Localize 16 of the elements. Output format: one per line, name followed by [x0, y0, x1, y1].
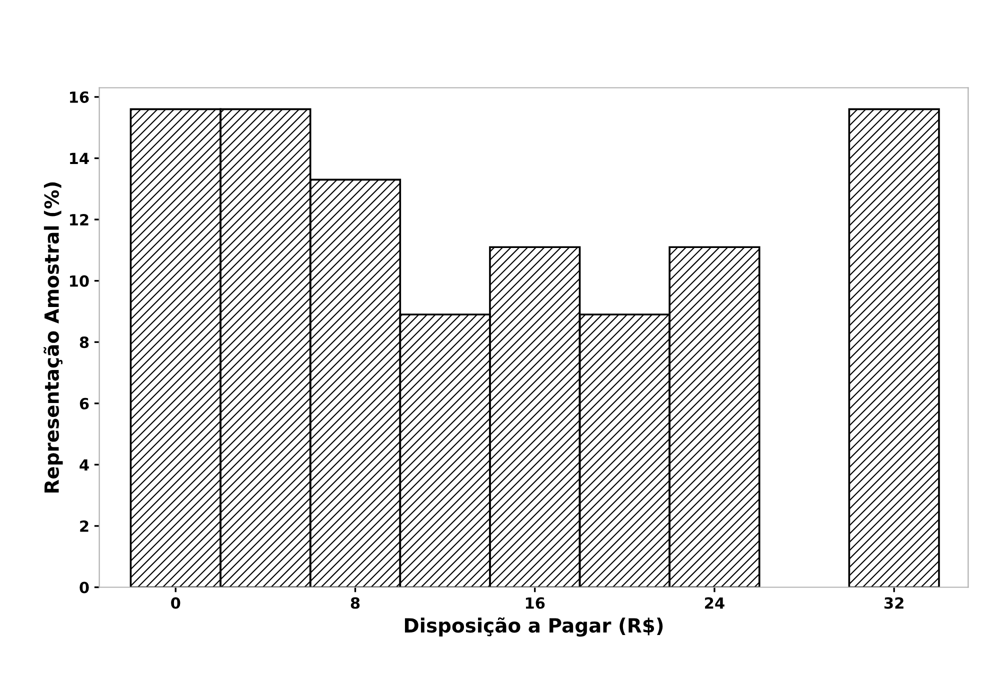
y-tick-label: 14: [70, 152, 89, 164]
y-tick-label: 16: [70, 91, 89, 103]
x-tick-label: 32: [884, 597, 904, 609]
y-tick-label: 8: [80, 336, 89, 348]
y-tick-label: 12: [70, 214, 88, 226]
y-tick-label: 2: [80, 520, 88, 532]
y-tick-label: 4: [80, 459, 89, 470]
x-tick-label: 16: [526, 597, 545, 609]
y-axis-title: Representação Amostral (%): [44, 182, 63, 493]
y-tick-label: 0: [80, 582, 89, 594]
y-tick-label: 6: [80, 398, 89, 410]
x-tick-label: 24: [705, 597, 724, 609]
x-tick-label: 0: [171, 597, 180, 609]
y-tick-label: 10: [70, 275, 89, 287]
x-tick-label: 8: [350, 597, 360, 609]
x-axis-title: Disposição a Pagar (R$): [404, 617, 663, 637]
